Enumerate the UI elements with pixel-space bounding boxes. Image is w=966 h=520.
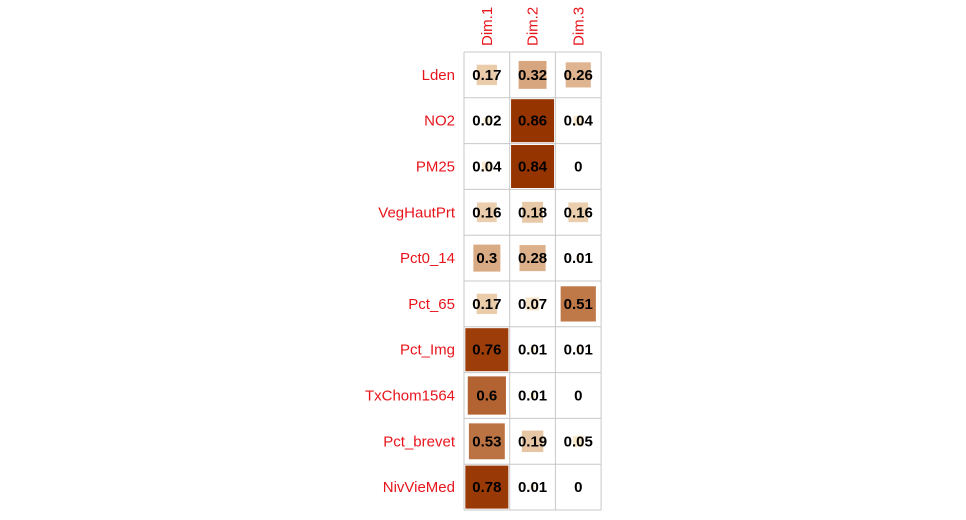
- row-label: Pct_65: [408, 296, 455, 313]
- cell-value: 0.51: [564, 296, 593, 313]
- cell-value: 0: [574, 479, 582, 496]
- row-label: TxChom1564: [365, 388, 455, 405]
- cell-square: [530, 484, 536, 490]
- cell-square: [573, 115, 584, 126]
- cell-square: [467, 376, 506, 415]
- row-label: NivVieMed: [383, 479, 455, 496]
- cell-value: 0.17: [472, 67, 501, 84]
- cell-square: [521, 430, 544, 453]
- cell-value: 0.53: [472, 433, 501, 450]
- column-label: Dim.1: [479, 7, 496, 46]
- cell-value: 0: [574, 159, 582, 176]
- row-label: Pct0_14: [400, 250, 455, 267]
- row-label: PM25: [416, 159, 455, 176]
- row-label: VegHautPrt: [378, 204, 456, 221]
- cell-square: [530, 393, 536, 398]
- cell-square: [468, 423, 505, 460]
- cell-value: 0.76: [472, 342, 501, 359]
- cell-square: [560, 286, 596, 322]
- cell-value: 0.18: [518, 204, 547, 221]
- cell-value: 0.16: [472, 204, 501, 221]
- cell-square: [568, 202, 589, 223]
- cell-value: 0.04: [472, 159, 502, 176]
- cell-value: 0.07: [518, 296, 547, 313]
- row-label: Pct_brevet: [383, 433, 456, 450]
- cell-square: [476, 293, 498, 315]
- cell-value: 0.01: [564, 250, 593, 267]
- cell-value: 0: [574, 388, 582, 405]
- cell-square: [483, 117, 491, 125]
- cell-value: 0.6: [476, 388, 497, 405]
- cell-value: 0.28: [518, 250, 547, 267]
- cell-square: [575, 347, 581, 353]
- cell-value: 0.01: [564, 342, 593, 359]
- grid: [463, 51, 602, 511]
- cell-square: [519, 245, 546, 272]
- cell-value: 0.26: [564, 67, 593, 84]
- cell-value: 0.05: [564, 433, 593, 450]
- row-label: Pct_Img: [400, 342, 455, 359]
- labels: Dim.1 Dim.2 Dim.3 Lden NO2 PM25 VegHautPrt Pct0…: [365, 7, 587, 496]
- cell-square: [526, 297, 540, 311]
- cell-square: [518, 60, 547, 89]
- cell-square: [575, 255, 581, 261]
- cell-value: 0.32: [518, 67, 547, 84]
- cell-value: 0.3: [476, 250, 497, 267]
- cell-square: [465, 465, 509, 509]
- row-label: NO2: [424, 113, 455, 130]
- cell-value: 0.19: [518, 433, 547, 450]
- cell-value: 0.78: [472, 479, 501, 496]
- cell-value: 0.01: [518, 388, 547, 405]
- cell-value: 0.02: [472, 113, 501, 130]
- cell-square: [465, 328, 509, 372]
- cell-value: 0.84: [518, 159, 548, 176]
- cell-square: [476, 202, 497, 223]
- cell-square: [565, 62, 591, 88]
- cell-square: [572, 435, 584, 447]
- cell-value: 0.01: [518, 479, 547, 496]
- cell-square: [511, 99, 555, 143]
- cell-value: 0.17: [472, 296, 501, 313]
- row-label: Lden: [422, 67, 455, 84]
- cell-square: [473, 244, 501, 272]
- column-label: Dim.3: [570, 7, 587, 46]
- column-label: Dim.2: [525, 7, 542, 46]
- cell-value: 0.01: [518, 342, 547, 359]
- cell-square: [476, 64, 498, 86]
- cell-value: 0.16: [564, 204, 593, 221]
- cell-square: [530, 347, 536, 353]
- cells: 0.17 0.32 0.26 0.02 0.86 0.04 0.04 0.84 0 0.16 0.1…: [465, 60, 596, 509]
- cell-square: [481, 161, 492, 172]
- cell-square: [511, 145, 555, 188]
- cell-square: [522, 201, 544, 223]
- cell-value: 0.86: [518, 113, 547, 130]
- cell-value: 0.04: [564, 113, 594, 130]
